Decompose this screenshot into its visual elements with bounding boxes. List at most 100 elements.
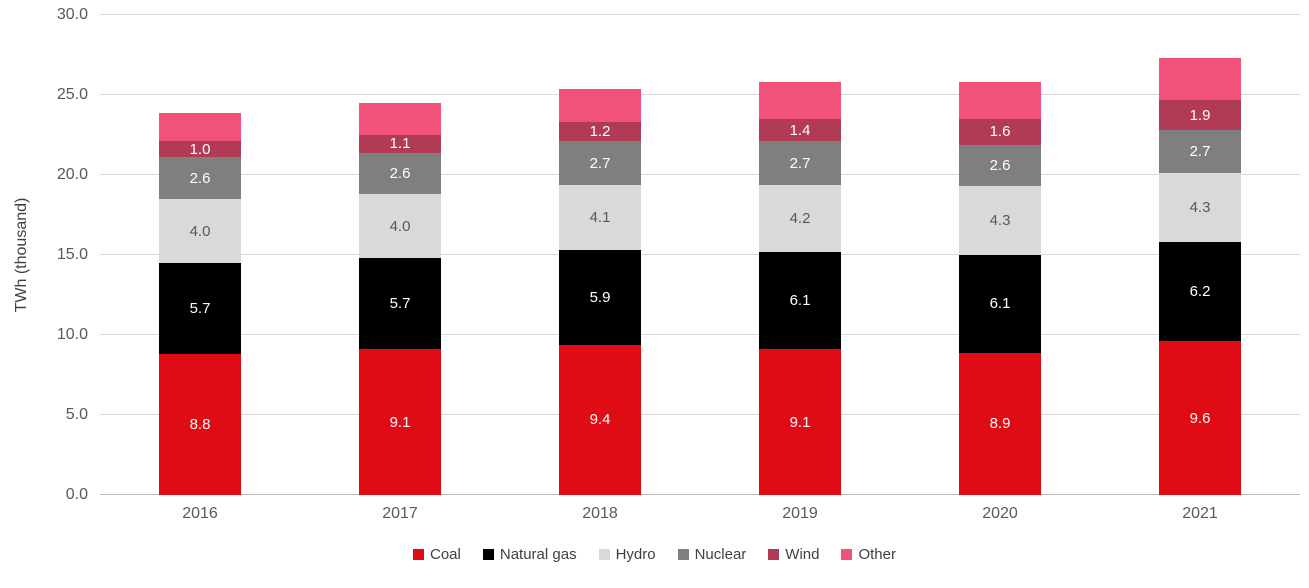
data-label: 5.9 [589,288,611,306]
bar-segment-hydro: 4.2 [759,184,841,252]
bar-segment-nuclear: 2.7 [759,141,841,185]
data-label: 6.1 [989,295,1011,313]
bar-segment-natural-gas: 6.1 [759,251,841,350]
legend-swatch-icon [598,549,610,560]
bar-segment-wind: 1.0 [159,140,241,158]
bar-segment-wind: 1.1 [359,135,441,153]
data-label: 2.6 [189,169,211,187]
bar-segment-other [959,82,1041,119]
data-label: 4.0 [389,217,411,235]
data-label: 4.0 [189,222,211,240]
data-label: 1.2 [589,123,611,141]
data-label: 8.8 [189,416,211,434]
bar-segment-other [759,82,841,119]
data-label: 4.3 [989,212,1011,230]
data-label: 8.9 [989,415,1011,433]
data-label: 1.9 [1189,106,1211,124]
x-category-label: 2020 [982,505,1018,522]
data-label: 9.4 [589,411,611,429]
bar-segment-natural-gas: 6.1 [959,255,1041,353]
y-tick-label: 5.0 [65,406,88,423]
legend-label: Other [858,546,896,563]
bar-segment-natural-gas: 5.7 [159,263,241,355]
bar-segment-coal: 9.1 [359,349,441,495]
x-category-label: 2021 [1182,505,1218,522]
bar-segment-coal: 9.4 [559,344,641,495]
x-category-label: 2016 [182,505,218,522]
bar-segment-other [359,103,441,135]
legend-swatch-icon [677,549,689,560]
legend: Coal Natural gas Hydro Nuclear Wind Other [0,547,1309,562]
y-axis-tick-labels: 0.0 5.0 10.0 15.0 20.0 25.0 30.0 [40,7,88,503]
bar-segment-other [559,88,641,123]
legend-item-other: Other [841,547,896,562]
data-label: 9.1 [789,413,811,431]
legend-swatch-icon [841,549,853,560]
bar-segment-natural-gas: 5.7 [359,258,441,350]
data-label: 5.7 [389,295,411,313]
y-tick-label: 25.0 [56,86,88,103]
data-label: 6.2 [1189,283,1211,301]
x-category-label: 2018 [582,505,618,522]
y-tick-label: 15.0 [56,246,88,263]
data-label: 4.1 [589,208,611,226]
data-label: 6.1 [789,292,811,310]
data-label: 1.0 [189,140,211,158]
data-label: 2.7 [589,154,611,172]
legend-item-hydro: Hydro [598,546,656,563]
data-label: 2.6 [989,156,1011,174]
x-axis-line [100,494,1300,495]
legend-swatch-icon [482,549,494,560]
bar-segment-natural-gas: 5.9 [559,250,641,345]
data-label: 2.7 [789,154,811,172]
legend-label: Coal [430,546,461,563]
bar-segment-other [159,112,241,142]
y-axis-title: TWh (thousand) [13,197,30,313]
x-category-label: 2017 [382,505,418,522]
bar-segment-wind: 1.2 [559,122,641,142]
y-tick-label: 0.0 [65,486,88,503]
legend-item-nuclear: Nuclear [677,546,747,563]
x-category-label: 2019 [782,505,818,522]
bar-segment-natural-gas: 6.2 [1159,242,1241,342]
bar-segment-hydro: 4.0 [359,194,441,259]
legend-label: Nuclear [694,546,747,563]
y-tick-label: 20.0 [56,166,88,183]
data-label: 4.2 [789,209,811,227]
x-axis-labels: 2016 2017 2018 2019 2020 2021 [100,505,1300,529]
bar-segment-hydro: 4.3 [1159,173,1241,243]
legend-item-wind: Wind [768,547,819,562]
bar-segment-coal: 9.6 [1159,341,1241,495]
bar-segment-coal: 9.1 [759,349,841,495]
data-label: 5.7 [189,300,211,318]
data-label: 9.1 [389,413,411,431]
plot-area: 8.8 5.7 4.0 2.6 1.0 9.1 5.7 4.0 2.6 1.1 9.4 5.9 4.1 2… [100,14,1300,495]
bar-segment-coal: 8.8 [159,354,241,495]
data-label: 4.3 [1189,199,1211,217]
data-label: 2.6 [389,164,411,182]
data-label: 1.4 [789,121,811,139]
bar-segment-wind: 1.9 [1159,99,1241,131]
y-tick-label: 30.0 [56,6,88,23]
legend-item-coal: Coal [413,547,461,562]
legend-label: Wind [785,546,820,563]
gridline [100,414,1300,415]
bar-segment-nuclear: 2.6 [159,157,241,199]
legend-item-natural-gas: Natural gas [482,546,577,563]
data-label: 2.7 [1189,143,1211,161]
legend-swatch-icon [768,549,780,560]
y-tick-label: 10.0 [56,326,88,343]
gridline [100,254,1300,255]
legend-label: Natural gas [499,546,577,563]
bar-segment-hydro: 4.0 [159,199,241,263]
bar-segment-wind: 1.6 [959,119,1041,145]
data-label: 9.6 [1189,409,1211,427]
bar-segment-hydro: 4.3 [959,186,1041,255]
gridline [100,14,1300,15]
bar-segment-nuclear: 2.6 [959,144,1041,187]
bar-segment-wind: 1.4 [759,119,841,142]
gridline [100,334,1300,335]
bar-segment-nuclear: 2.7 [1159,130,1241,174]
legend-label: Hydro [615,546,656,563]
